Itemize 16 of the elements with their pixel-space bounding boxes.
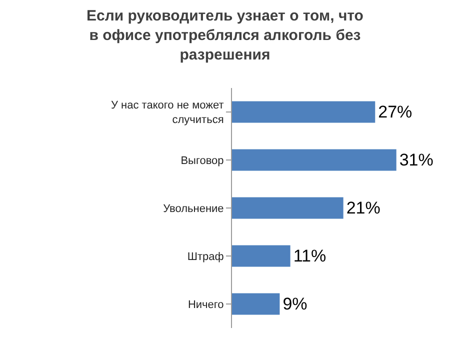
bar	[232, 245, 290, 267]
y-tick-label: Выговор	[180, 154, 224, 167]
data-label: 27%	[378, 102, 412, 122]
chart-title: Если руководитель узнает о том, что в офисе употреблялся алкоголь без разрешения	[86, 7, 364, 64]
y-tick-label: Штраф	[187, 250, 224, 263]
y-tick-label: Ничего	[188, 298, 224, 311]
bar	[232, 149, 396, 171]
bar	[232, 293, 280, 315]
bar	[232, 101, 376, 123]
data-label: 9%	[282, 294, 308, 314]
data-label: 11%	[293, 246, 326, 266]
data-label: 21%	[346, 198, 380, 218]
y-tick-label: Увольнение	[163, 202, 224, 215]
bar	[232, 197, 344, 219]
y-tick-label: У нас такого не может случиться	[111, 100, 224, 126]
data-label: 31%	[399, 150, 434, 170]
